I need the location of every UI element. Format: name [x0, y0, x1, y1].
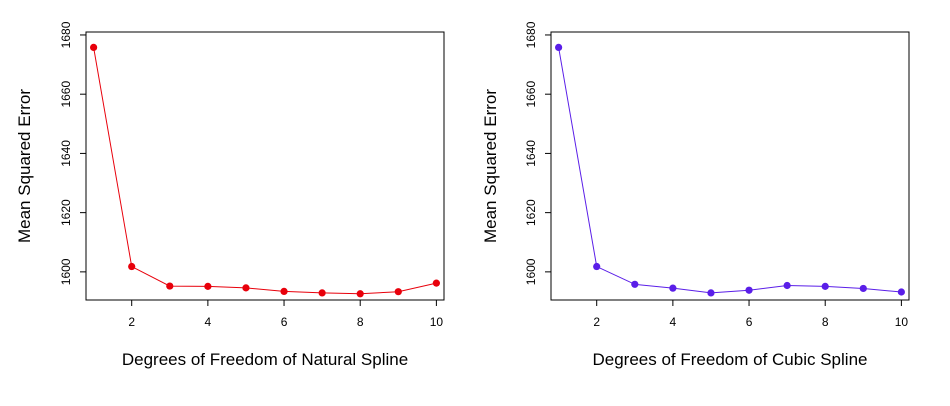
data-point: [859, 284, 867, 293]
chart-panel-1: 2 4 6 8 10 1600 1620 1640 1660 1680 Degrees of Fre…: [15, 21, 445, 369]
x-tick-label: 2: [128, 315, 135, 329]
y-tick-label: 1660: [59, 81, 73, 108]
data-point: [745, 286, 753, 294]
data-point: [821, 282, 829, 290]
data-point: [555, 43, 563, 51]
plot-frame: [85, 31, 445, 301]
y-tick-label: 1640: [524, 140, 538, 167]
series-line: [558, 47, 902, 294]
data-point: [669, 284, 677, 292]
data-point: [897, 288, 905, 296]
x-tick-label: 4: [670, 315, 677, 329]
data-point: [707, 289, 715, 297]
plot-frame: [550, 31, 910, 301]
data-point: [356, 290, 364, 298]
y-tick-label: 1600: [59, 258, 73, 285]
series-line: [93, 47, 437, 295]
y-tick-label: 1620: [524, 199, 538, 226]
data-point: [593, 262, 601, 271]
y-axis-title: Mean Squared Error: [481, 89, 500, 243]
data-point: [783, 281, 791, 290]
x-axis-title: Degrees of Freedom of Cubic Spline: [593, 350, 868, 369]
data-point: [128, 262, 136, 271]
x-tick-label: 10: [430, 315, 444, 329]
y-axis-title: Mean Squared Error: [15, 89, 34, 243]
y-tick-label: 1660: [524, 81, 538, 108]
data-point: [280, 287, 288, 296]
data-point: [242, 284, 250, 292]
x-tick-label: 2: [593, 315, 600, 329]
y-tick-label: 1640: [59, 140, 73, 167]
y-tick-label: 1680: [524, 21, 538, 48]
x-tick-label: 4: [205, 315, 212, 329]
data-point: [204, 282, 212, 290]
x-tick-label: 6: [281, 315, 288, 329]
x-tick-label: 8: [822, 315, 829, 329]
x-axis-title: Degrees of Freedom of Natural Spline: [122, 350, 408, 369]
x-tick-label: 6: [746, 315, 753, 329]
data-point: [318, 289, 326, 297]
chart-panel-2: 2 4 6 8 10 1600 1620 1640 1660 1680 Degrees of Fre…: [481, 21, 910, 369]
x-tick-label: 10: [895, 315, 909, 329]
data-point: [90, 43, 98, 51]
x-tick-label: 8: [357, 315, 364, 329]
y-tick-label: 1600: [524, 258, 538, 285]
data-point: [432, 279, 440, 287]
y-tick-label: 1680: [59, 21, 73, 48]
data-point: [166, 282, 174, 290]
data-point: [394, 288, 402, 296]
data-point: [631, 280, 639, 288]
y-tick-label: 1620: [59, 199, 73, 226]
